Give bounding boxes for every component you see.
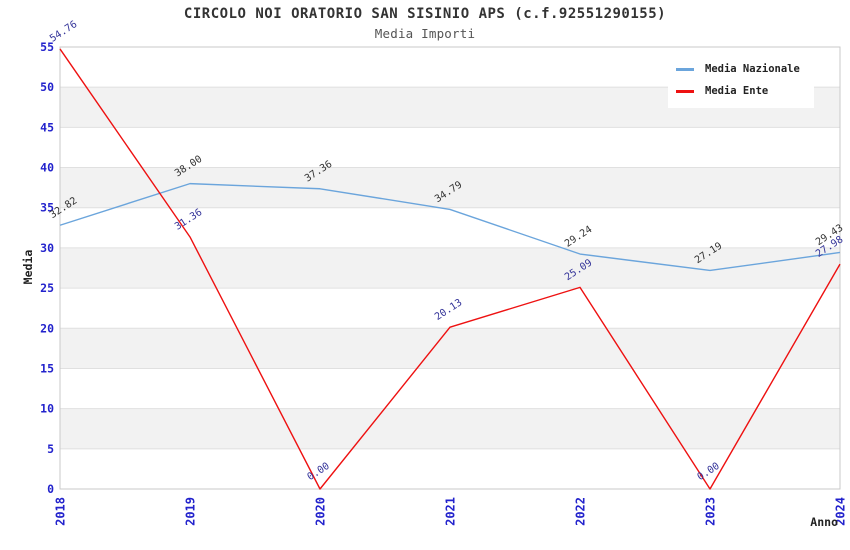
y-axis-title: Media bbox=[21, 249, 35, 285]
y-tick-label: 55 bbox=[40, 40, 54, 54]
point-label: 20.13 bbox=[433, 297, 464, 323]
x-tick-label: 2019 bbox=[184, 497, 198, 526]
x-axis-title: Anno bbox=[810, 515, 838, 529]
y-tick-label: 45 bbox=[40, 120, 54, 134]
plot-border bbox=[59, 46, 841, 490]
x-tick-label: 2020 bbox=[314, 497, 328, 526]
plot-band bbox=[60, 167, 840, 208]
y-tick-label: 0 bbox=[47, 482, 54, 496]
y-tick-label: 15 bbox=[40, 361, 54, 375]
legend-label: Media Nazionale bbox=[705, 63, 800, 75]
plot-band bbox=[60, 247, 840, 289]
y-tick-label: 10 bbox=[40, 402, 54, 416]
y-tick-label: 25 bbox=[40, 281, 54, 295]
chart-title: CIRCOLO NOI ORATORIO SAN SISINIO APS (c.… bbox=[183, 6, 667, 22]
x-tick-label: 2021 bbox=[444, 497, 458, 526]
y-tick-label: 5 bbox=[47, 442, 54, 456]
y-tick-label: 40 bbox=[40, 161, 54, 175]
media-nazionale-line-swatch bbox=[676, 67, 694, 71]
legend-label: Media Ente bbox=[705, 85, 769, 97]
media-ente-line-swatch bbox=[676, 89, 694, 93]
plot-band bbox=[60, 328, 840, 369]
y-tick-label: 35 bbox=[40, 201, 54, 215]
chart-subtitle: Media Importi bbox=[374, 26, 476, 41]
legend-item-media-nazionale: Media Nazionale bbox=[676, 58, 814, 80]
point-label: 29.24 bbox=[563, 224, 594, 250]
x-tick-label: 2022 bbox=[574, 497, 588, 526]
y-tick-label: 20 bbox=[40, 321, 54, 335]
y-tick-label: 50 bbox=[40, 80, 54, 94]
point-label: 54.76 bbox=[48, 19, 79, 45]
x-tick-label: 2024 bbox=[834, 497, 848, 526]
x-tick-label: 2023 bbox=[704, 497, 718, 526]
legend: Media Nazionale Media Ente bbox=[668, 53, 814, 108]
plot-band bbox=[60, 408, 840, 449]
series-line-media-nazionale bbox=[59, 182, 841, 272]
point-label: 31.36 bbox=[173, 207, 204, 233]
y-tick-label: 30 bbox=[40, 241, 54, 255]
legend-item-media-ente: Media Ente bbox=[676, 80, 814, 102]
series-line-media-ente bbox=[59, 48, 841, 490]
x-tick-label: 2018 bbox=[54, 497, 68, 526]
point-label: 0.00 bbox=[696, 461, 722, 483]
